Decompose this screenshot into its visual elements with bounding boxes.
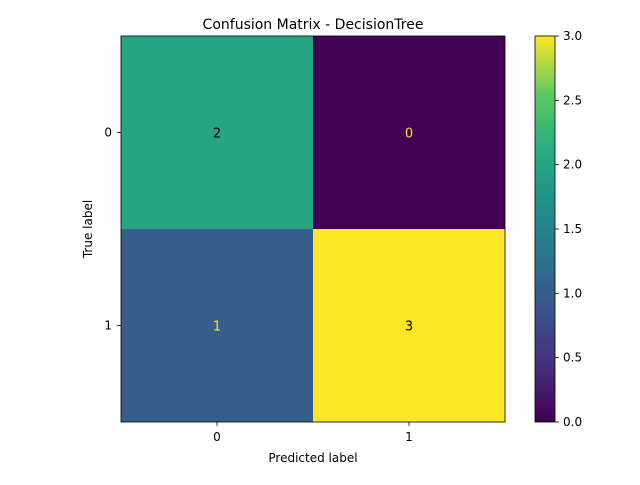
cell-value-label: 0 xyxy=(405,127,413,142)
heatmap-cell-1-0 xyxy=(121,229,313,422)
y-tick-label: 1 xyxy=(104,319,112,333)
chart-title: Confusion Matrix - DecisionTree xyxy=(203,17,424,33)
x-tick-label: 0 xyxy=(213,430,221,444)
colorbar-tick-label: 2.5 xyxy=(563,93,582,107)
y-tick-label: 0 xyxy=(104,126,112,140)
colorbar-ticks: 0.0 0.5 1.0 1.5 2.0 2.5 3.0 xyxy=(555,29,582,429)
heatmap-cell-0-0 xyxy=(121,36,313,229)
colorbar-tick-label: 1.0 xyxy=(563,286,582,300)
y-axis-label: True label xyxy=(81,200,95,259)
y-axis-ticks: 01 xyxy=(104,126,121,333)
x-tick-label: 1 xyxy=(405,430,413,444)
cell-value-label: 3 xyxy=(405,320,413,335)
heatmap-cells xyxy=(121,36,505,422)
plot-frame xyxy=(120,35,506,423)
colorbar-tick-label: 0.0 xyxy=(563,415,582,429)
heatmap-cell-1-1 xyxy=(313,229,505,422)
colorbar-tick-label: 3.0 xyxy=(563,29,582,43)
colorbar-tick-label: 0.5 xyxy=(563,351,582,365)
colorbar-tick-label: 2.0 xyxy=(563,158,582,172)
colorbar-tick-label: 1.5 xyxy=(563,222,582,236)
cell-value-label: 2 xyxy=(213,127,221,142)
heatmap-cell-labels: 2 01 3 xyxy=(213,127,413,335)
heatmap-cell-0-1 xyxy=(313,36,505,229)
x-axis-label: Predicted label xyxy=(268,451,357,465)
colorbar xyxy=(534,35,556,423)
cell-value-label: 1 xyxy=(213,320,221,335)
